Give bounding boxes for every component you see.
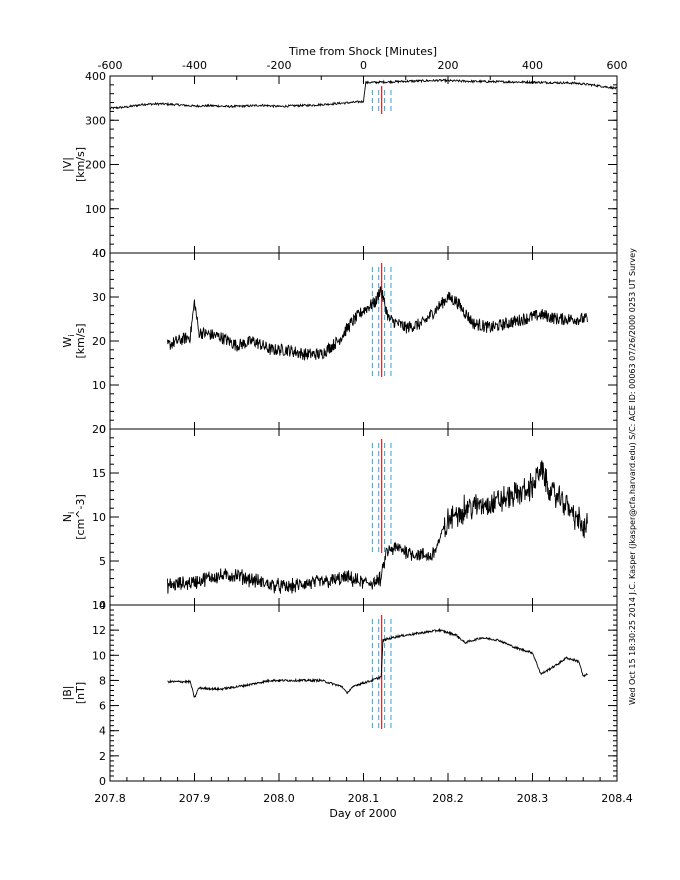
top-axis-title: Time from Shock [Minutes] bbox=[288, 45, 437, 58]
panel-frame bbox=[109, 75, 618, 254]
side-annotation: Wed Oct 15 18:30:25 2014 J.C. Kasper (jk… bbox=[628, 248, 637, 705]
top-tick-label: 400 bbox=[522, 59, 543, 72]
y-tick-label: 14 bbox=[92, 599, 106, 612]
y-tick-label: 10 bbox=[92, 649, 106, 662]
y-tick-label: 20 bbox=[92, 423, 106, 436]
y-axis-unit: [nT] bbox=[74, 682, 87, 704]
y-tick-label: 12 bbox=[92, 624, 106, 637]
series-line-thermal bbox=[167, 286, 588, 361]
top-tick-label: 0 bbox=[360, 59, 367, 72]
y-axis-label: Wi bbox=[61, 334, 76, 347]
y-tick-label: 100 bbox=[85, 203, 106, 216]
panel-field: 0 2 4 6 8 10 12 14 |B| [nT] bbox=[61, 599, 618, 788]
y-axis-label: Ni bbox=[61, 512, 76, 522]
panel-speed: 0 100 200 300 400 |V| [km/s] bbox=[61, 70, 618, 260]
bottom-tick-label: 208.3 bbox=[517, 792, 549, 805]
y-axis-label: |B| bbox=[61, 686, 74, 701]
bottom-tick-label: 207.8 bbox=[94, 792, 126, 805]
y-axis-unit: [km/s] bbox=[74, 147, 87, 182]
bottom-axis-title: Day of 2000 bbox=[329, 807, 396, 820]
y-tick-label: 0 bbox=[99, 247, 106, 260]
y-axis-unit: [km/s] bbox=[74, 323, 87, 358]
bottom-tick-label: 207.9 bbox=[179, 792, 211, 805]
y-tick-label: 300 bbox=[85, 114, 106, 127]
panel-density: 0 5 10 15 20 Ni[cm^-3] bbox=[61, 423, 618, 612]
y-tick-label: 15 bbox=[92, 467, 106, 480]
y-tick-label: 0 bbox=[99, 423, 106, 436]
y-axis-unit: [cm^-3] bbox=[74, 494, 87, 540]
panel-frame bbox=[109, 428, 618, 606]
bottom-tick-label: 208.4 bbox=[601, 792, 633, 805]
y-tick-label: 8 bbox=[99, 674, 106, 687]
y-tick-label: 10 bbox=[92, 379, 106, 392]
y-tick-label: 4 bbox=[99, 725, 106, 738]
top-tick-label: -200 bbox=[267, 59, 292, 72]
y-tick-label: 20 bbox=[92, 335, 106, 348]
top-tick-label: 200 bbox=[438, 59, 459, 72]
y-tick-label: 40 bbox=[92, 247, 106, 260]
bottom-tick-label: 208.0 bbox=[263, 792, 295, 805]
bottom-tick-label: 208.2 bbox=[432, 792, 464, 805]
y-tick-label: 0 bbox=[99, 599, 106, 612]
y-tick-label: 200 bbox=[85, 159, 106, 172]
y-tick-label: 5 bbox=[99, 555, 106, 568]
y-tick-label: 2 bbox=[99, 750, 106, 763]
y-tick-label: 30 bbox=[92, 291, 106, 304]
top-tick-label: -400 bbox=[182, 59, 207, 72]
y-tick-label: 0 bbox=[99, 775, 106, 788]
top-tick-label: -600 bbox=[98, 59, 123, 72]
y-tick-label: 10 bbox=[92, 511, 106, 524]
top-axis: -600 -400 -200 0 200 400 600 bbox=[98, 59, 628, 84]
series-line-speed bbox=[109, 77, 618, 110]
panel-frame bbox=[109, 604, 618, 782]
y-tick-label: 6 bbox=[99, 700, 106, 713]
series-line-density bbox=[167, 460, 588, 594]
top-tick-label: 600 bbox=[607, 59, 628, 72]
y-axis-label: |V| bbox=[61, 157, 74, 172]
panel-thermal: 0 10 20 30 40 Wi[km/s] bbox=[61, 247, 618, 436]
bottom-tick-label: 208.1 bbox=[348, 792, 380, 805]
bottom-axis: 207.8 207.9 208.0 208.1 208.2 208.3 208.4 bbox=[94, 773, 633, 805]
series-line-field bbox=[167, 627, 588, 698]
y-tick-label: 400 bbox=[85, 70, 106, 83]
